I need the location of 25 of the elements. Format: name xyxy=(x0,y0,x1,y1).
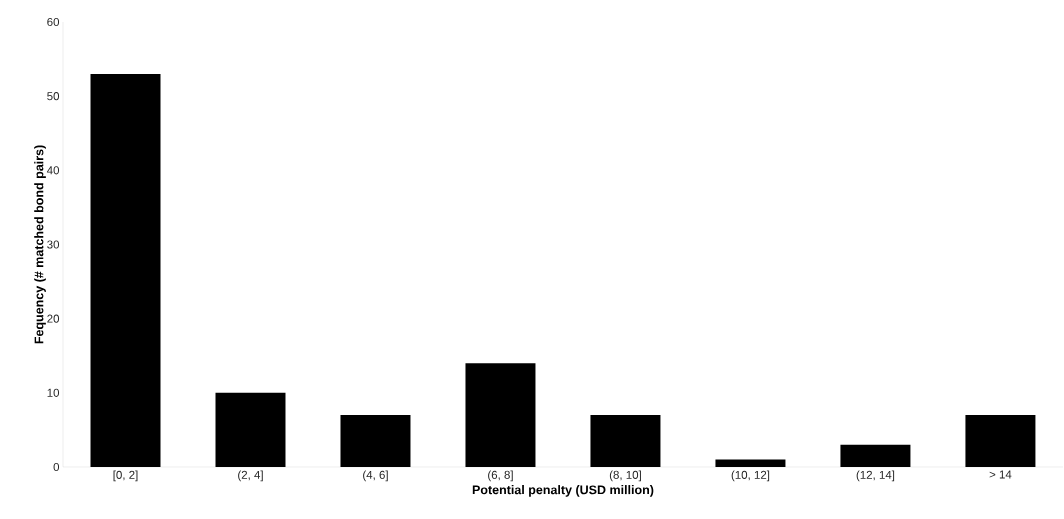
bar xyxy=(465,363,536,467)
bar xyxy=(90,73,161,467)
x-tick-label: > 14 xyxy=(989,470,1012,479)
x-axis-title: Potential penalty (USD million) xyxy=(472,485,654,497)
x-tick-label: (10, 12] xyxy=(731,470,770,482)
bar xyxy=(715,459,786,467)
x-tick-label: (12, 14] xyxy=(856,470,895,482)
y-tick-label: 50 xyxy=(47,92,60,101)
y-tick-label: 10 xyxy=(47,388,60,397)
y-axis-title: Fequency (# matched bond pairs) xyxy=(34,145,46,344)
x-tick-label: (6, 8] xyxy=(488,470,513,482)
bar xyxy=(215,392,286,467)
y-tick-label: 0 xyxy=(53,462,60,472)
bar xyxy=(965,415,1036,467)
bar xyxy=(340,415,411,467)
x-tick-label: (8, 10] xyxy=(609,470,641,482)
bar xyxy=(590,415,661,467)
y-tick-label: 30 xyxy=(47,240,60,249)
y-tick-label: 20 xyxy=(47,314,60,323)
x-tick-label: [0, 2] xyxy=(113,470,138,482)
x-tick-label: (4, 6] xyxy=(363,470,388,482)
bar xyxy=(840,444,911,467)
y-tick-label: 60 xyxy=(47,17,60,27)
x-tick-label: (2, 4] xyxy=(238,470,263,482)
y-tick-label: 40 xyxy=(46,166,60,175)
